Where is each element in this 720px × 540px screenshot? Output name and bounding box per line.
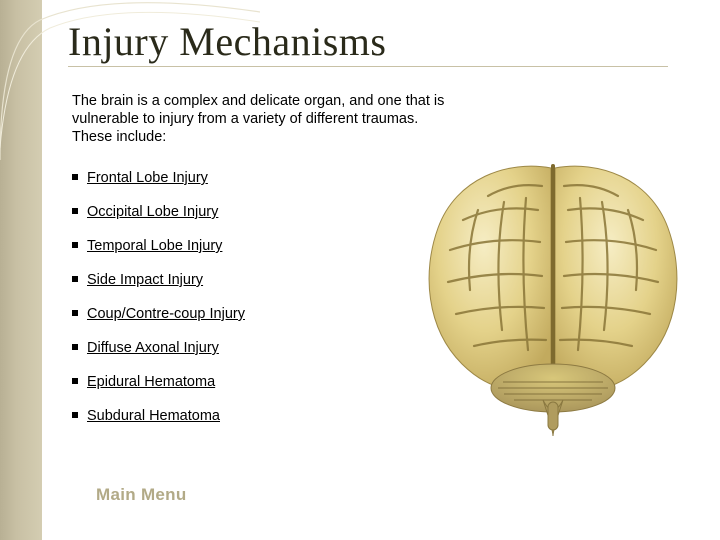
bullet-icon (72, 344, 78, 350)
list-item: Epidural Hematoma (72, 374, 332, 390)
bullet-icon (72, 242, 78, 248)
list-item: Occipital Lobe Injury (72, 204, 332, 220)
bullet-icon (72, 412, 78, 418)
list-item: Frontal Lobe Injury (72, 170, 332, 186)
injury-link-epidural[interactable]: Epidural Hematoma (87, 374, 215, 390)
list-item: Diffuse Axonal Injury (72, 340, 332, 356)
bullet-icon (72, 378, 78, 384)
injury-link-temporal[interactable]: Temporal Lobe Injury (87, 238, 222, 254)
injury-link-occipital[interactable]: Occipital Lobe Injury (87, 204, 218, 220)
bullet-icon (72, 310, 78, 316)
injury-link-side-impact[interactable]: Side Impact Injury (87, 272, 203, 288)
intro-paragraph: The brain is a complex and delicate orga… (72, 92, 452, 146)
injury-link-subdural[interactable]: Subdural Hematoma (87, 408, 220, 424)
injury-link-coup-contre[interactable]: Coup/Contre-coup Injury (87, 306, 245, 322)
title-underline (68, 66, 668, 67)
list-item: Side Impact Injury (72, 272, 332, 288)
list-item: Temporal Lobe Injury (72, 238, 332, 254)
main-menu-button[interactable]: Main Menu (96, 485, 187, 505)
list-item: Coup/Contre-coup Injury (72, 306, 332, 322)
page-title: Injury Mechanisms (68, 18, 386, 65)
injury-link-frontal[interactable]: Frontal Lobe Injury (87, 170, 208, 186)
bullet-icon (72, 174, 78, 180)
injury-link-diffuse-axonal[interactable]: Diffuse Axonal Injury (87, 340, 219, 356)
injury-link-list: Frontal Lobe Injury Occipital Lobe Injur… (72, 170, 332, 442)
list-item: Subdural Hematoma (72, 408, 332, 424)
bullet-icon (72, 208, 78, 214)
bullet-icon (72, 276, 78, 282)
brain-illustration (408, 150, 698, 440)
left-rail (0, 0, 42, 540)
